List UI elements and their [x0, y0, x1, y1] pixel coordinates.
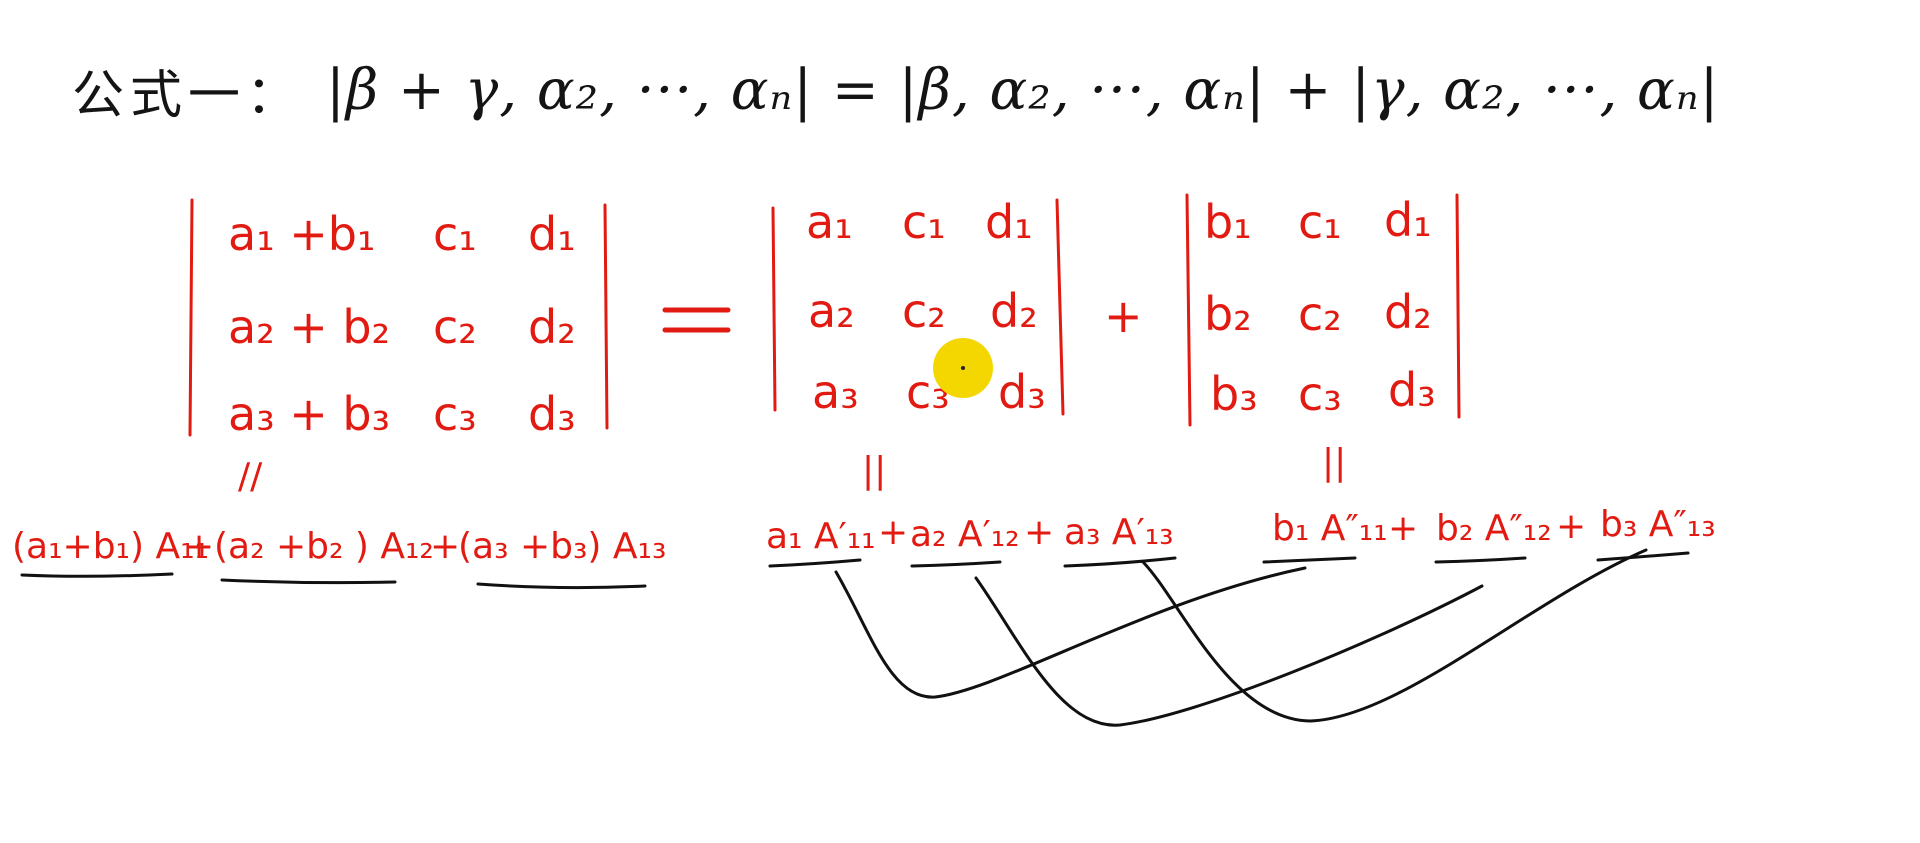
det-middle-cell: d₁	[985, 195, 1033, 249]
det-right-bar-left	[1185, 193, 1192, 427]
expansion-left: (a₁+b₁) A₁₁ + (a₂ +b₂ ) A₁₂ + (a₃ +b₃) A…	[12, 526, 666, 590]
det-right-cell: d₃	[1388, 363, 1436, 417]
det-right-cell: b₂	[1204, 287, 1252, 341]
expansion-term: (a₁+b₁) A₁₁	[12, 526, 209, 567]
eq-mark-middle: ||	[862, 450, 886, 491]
det-left-cell: d₂	[528, 300, 576, 354]
expansion-plus: +	[1388, 508, 1418, 549]
equals-sign	[662, 307, 731, 333]
underline	[476, 582, 647, 590]
expansion-plus: +	[878, 512, 908, 553]
expansion-term: b₃ A″₁₃	[1600, 504, 1716, 545]
formula-title: 公式一： |β + γ, α₂, ···, αₙ| = |β, α₂, ···,…	[72, 42, 1719, 138]
expansion-term: b₁ A″₁₁	[1272, 508, 1388, 549]
det-right-cell: d₂	[1384, 285, 1432, 339]
det-right-cell: d₁	[1384, 193, 1432, 247]
det-middle-cell: a₁	[806, 195, 853, 249]
expansion-term: a₃ A′₁₃	[1064, 512, 1174, 553]
connector-curves	[834, 548, 1648, 727]
expansion-term: (a₂ +b₂ ) A₁₂	[214, 526, 434, 567]
det-left-bar-right	[603, 203, 609, 430]
connector-curve	[834, 566, 1307, 699]
underline	[768, 558, 862, 568]
eq-mark-right: ||	[1322, 442, 1346, 483]
underline	[1596, 551, 1690, 562]
det-left-cell: c₁	[433, 207, 477, 261]
det-middle-cell: d₂	[990, 284, 1038, 338]
determinant-right: b₁ c₁ d₁ b₂ c₂ d₂ b₃ c₃ d₃	[1185, 193, 1461, 427]
det-left-cell: d₁	[528, 207, 576, 261]
expansion-term: a₂ A′₁₂	[910, 514, 1020, 555]
det-right-cell: c₁	[1298, 195, 1342, 249]
det-middle-cell: a₂	[808, 284, 855, 338]
underline	[1262, 556, 1357, 564]
det-left-cell: a₁ +b₁	[228, 207, 375, 261]
det-right-bar-right	[1455, 193, 1461, 419]
expansion-plus: +	[430, 526, 460, 567]
eq-mark-left: //	[238, 456, 263, 497]
det-left-cell: a₃ + b₃	[228, 387, 390, 441]
connector-curve	[974, 576, 1484, 727]
expansion-term: b₂ A″₁₂	[1436, 508, 1552, 549]
expansion-plus: +	[1024, 512, 1054, 553]
det-middle-cell: a₃	[812, 365, 859, 419]
det-middle-cell: d₃	[998, 365, 1046, 419]
underline	[1063, 556, 1177, 568]
connector-curve	[1141, 548, 1648, 723]
expansion-term: (a₃ +b₃) A₁₃	[458, 526, 666, 567]
expansion-plus: +	[184, 526, 214, 567]
det-middle-bar-left	[771, 206, 777, 412]
det-middle-bar-right	[1055, 198, 1065, 416]
det-right-cell: b₁	[1204, 195, 1252, 249]
det-right-cell: c₂	[1298, 287, 1342, 341]
det-middle-cell: c₁	[902, 195, 946, 249]
expansion-right: b₁ A″₁₁ + b₂ A″₁₂ + b₃ A″₁₃	[1262, 504, 1716, 564]
det-left-cell: a₂ + b₂	[228, 300, 390, 354]
underline	[20, 572, 174, 578]
formula-label: 公式一：	[72, 65, 305, 126]
determinant-left: a₁ +b₁ c₁ d₁ a₂ + b₂ c₂ d₂ a₃ + b₃ c₃ d₃	[188, 198, 609, 441]
det-right-cell: b₃	[1210, 367, 1258, 421]
expansion-plus: +	[1556, 506, 1586, 547]
plus-sign: +	[1104, 289, 1143, 343]
underline	[220, 578, 397, 585]
det-middle-cell: c₂	[902, 284, 946, 338]
expansion-term: a₁ A′₁₁	[766, 516, 876, 557]
det-left-bar-left	[188, 198, 194, 437]
underline	[910, 560, 1002, 568]
determinant-middle: a₁ c₁ d₁ a₂ c₂ d₂ a₃ c₃ d₃	[771, 195, 1065, 419]
underline	[1434, 556, 1527, 564]
cursor-highlight	[933, 338, 993, 398]
det-left-cell: d₃	[528, 387, 576, 441]
det-left-cell: c₃	[433, 387, 477, 441]
det-left-cell: c₂	[433, 300, 477, 354]
expansion-middle: a₁ A′₁₁ + a₂ A′₁₂ + a₃ A′₁₃	[766, 512, 1177, 568]
formula-expression: |β + γ, α₂, ···, αₙ| = |β, α₂, ···, αₙ| …	[326, 57, 1720, 123]
det-right-cell: c₃	[1298, 367, 1342, 421]
